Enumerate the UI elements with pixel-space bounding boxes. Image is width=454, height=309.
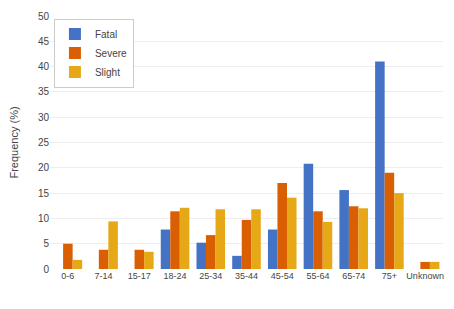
svg-text:7-14: 7-14 xyxy=(95,271,113,281)
svg-text:35: 35 xyxy=(38,86,50,97)
svg-text:5: 5 xyxy=(43,238,49,249)
svg-text:Fatal: Fatal xyxy=(95,29,117,40)
svg-text:15: 15 xyxy=(38,188,50,199)
svg-text:25-34: 25-34 xyxy=(199,271,222,281)
svg-text:75+: 75+ xyxy=(382,271,397,281)
svg-text:45-54: 45-54 xyxy=(271,271,294,281)
svg-text:15-17: 15-17 xyxy=(128,271,151,281)
svg-text:30: 30 xyxy=(38,112,50,123)
svg-text:0: 0 xyxy=(43,264,49,275)
svg-text:20: 20 xyxy=(38,162,50,173)
svg-text:Severe: Severe xyxy=(95,48,127,59)
svg-text:45: 45 xyxy=(38,36,50,47)
svg-text:35-44: 35-44 xyxy=(235,271,258,281)
svg-text:18-24: 18-24 xyxy=(164,271,187,281)
svg-text:Frequency (%): Frequency (%) xyxy=(8,106,20,178)
svg-text:40: 40 xyxy=(38,61,50,72)
svg-text:55-64: 55-64 xyxy=(306,271,329,281)
svg-text:25: 25 xyxy=(38,137,50,148)
svg-text:Slight: Slight xyxy=(95,67,120,78)
svg-text:65-74: 65-74 xyxy=(342,271,365,281)
svg-text:10: 10 xyxy=(38,213,50,224)
svg-text:50: 50 xyxy=(38,11,50,22)
svg-text:0-6: 0-6 xyxy=(61,271,74,281)
svg-text:Unknown: Unknown xyxy=(406,271,444,281)
